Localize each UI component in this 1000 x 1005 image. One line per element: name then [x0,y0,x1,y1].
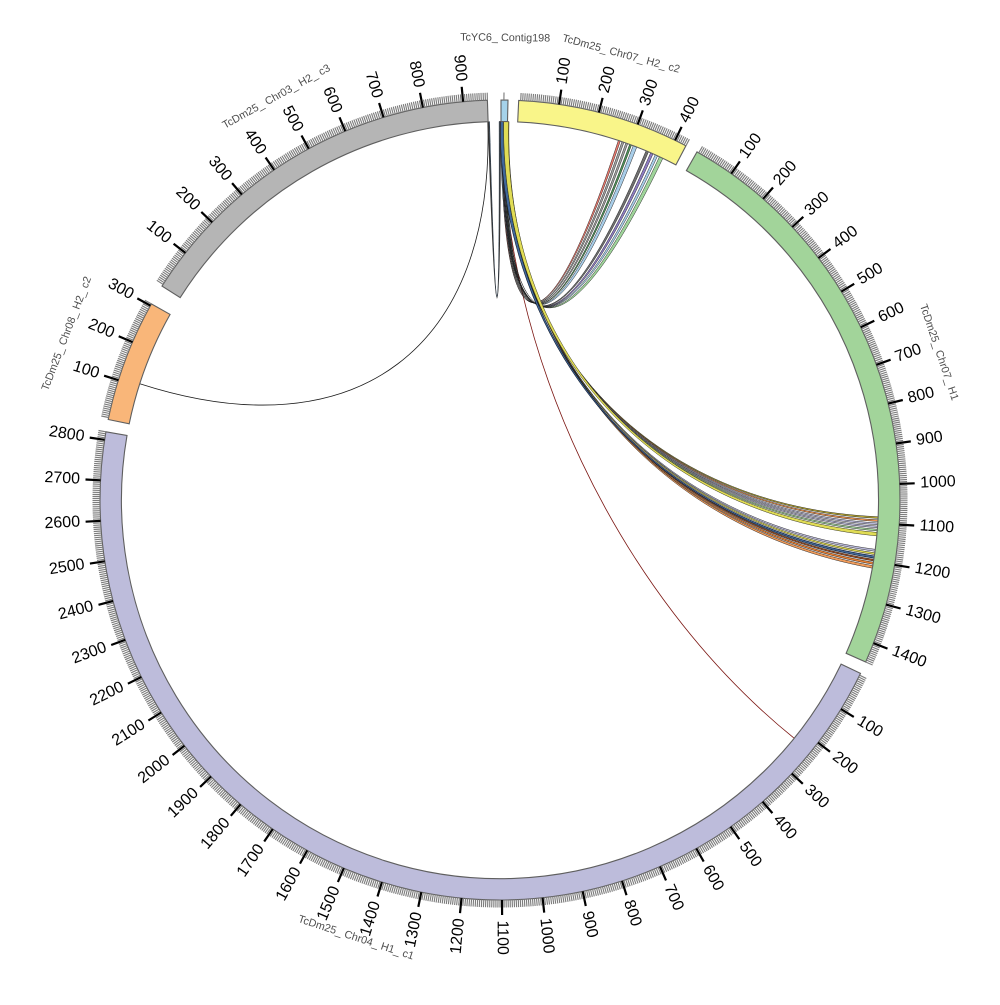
svg-text:800: 800 [406,60,428,90]
svg-text:800: 800 [906,384,936,407]
svg-text:900: 900 [450,54,469,82]
svg-text:2700: 2700 [44,469,80,488]
svg-text:900: 900 [915,428,944,449]
svg-text:1000: 1000 [536,917,557,954]
svg-text:TcYC6_ Contig198: TcYC6_ Contig198 [460,31,550,44]
svg-text:1300: 1300 [402,911,426,949]
svg-text:900: 900 [579,910,601,940]
svg-text:1100: 1100 [494,920,511,955]
svg-text:1000: 1000 [920,473,956,491]
svg-text:1100: 1100 [919,517,954,536]
svg-text:1200: 1200 [448,918,468,955]
svg-text:200: 200 [596,65,619,95]
svg-text:1200: 1200 [914,560,952,583]
svg-text:100: 100 [554,56,575,85]
svg-text:2800: 2800 [48,423,86,445]
svg-text:2600: 2600 [44,513,81,532]
svg-text:2500: 2500 [48,556,86,578]
